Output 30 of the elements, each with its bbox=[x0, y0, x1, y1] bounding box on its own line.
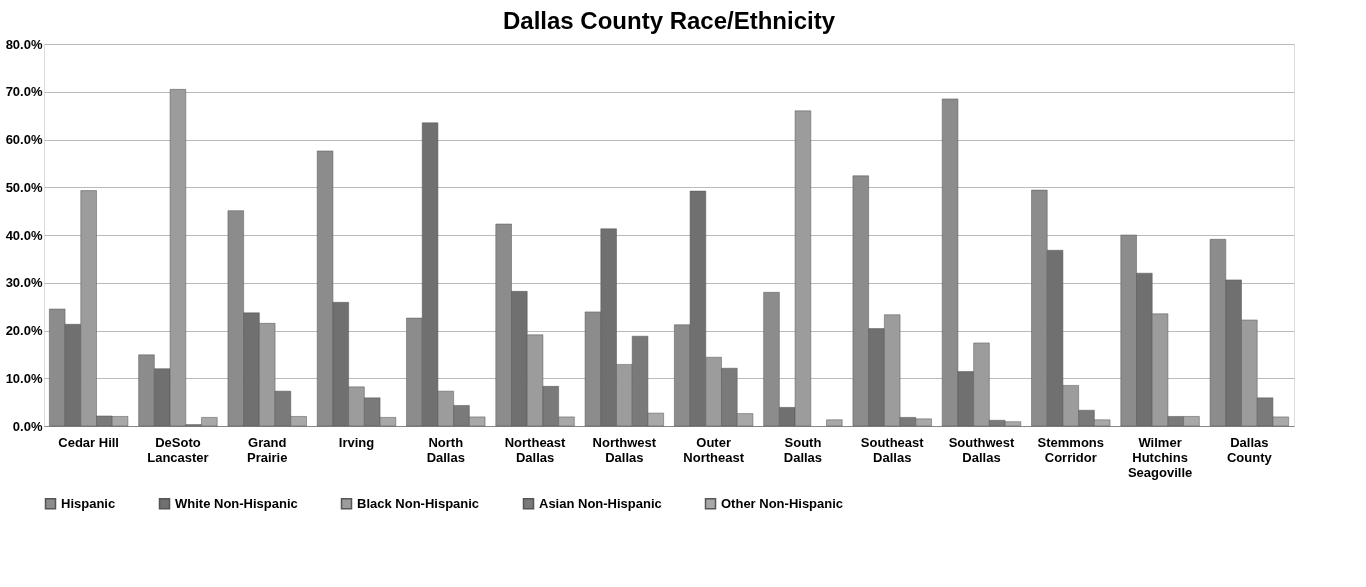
x-tick-label: Wilmer Hutchins Seagoville bbox=[1127, 434, 1193, 480]
x-tick-label: Outer Northeast bbox=[683, 434, 745, 465]
legend-label: Hispanic bbox=[61, 495, 116, 511]
chart-title: Dallas County Race/Ethnicity bbox=[502, 7, 836, 34]
x-tick-label: Southeast Dallas bbox=[860, 434, 925, 465]
legend-label: Asian Non-Hispanic bbox=[539, 495, 662, 511]
x-tick-label: Cedar Hill bbox=[58, 434, 119, 450]
x-tick-label: Southwest Dallas bbox=[948, 434, 1016, 465]
y-tick-label: 80.0% bbox=[5, 36, 43, 52]
x-tick-label: North Dallas bbox=[426, 434, 465, 465]
x-tick-label: Irving bbox=[338, 434, 375, 450]
y-tick-label: 30.0% bbox=[5, 275, 43, 291]
y-tick-label: 50.0% bbox=[5, 179, 43, 195]
y-tick-label: 40.0% bbox=[5, 227, 43, 243]
x-tick-label: Dallas County bbox=[1226, 434, 1273, 465]
x-tick-label: Stemmons Corridor bbox=[1037, 434, 1105, 465]
legend-label: Black Non-Hispanic bbox=[357, 495, 480, 511]
y-tick-label: 20.0% bbox=[5, 323, 43, 338]
legend-label: White Non-Hispanic bbox=[175, 495, 298, 511]
y-tick-label: 0.0% bbox=[12, 418, 43, 434]
x-tick-label: Northwest Dallas bbox=[592, 434, 657, 465]
legend-label: Other Non-Hispanic bbox=[721, 495, 844, 511]
y-tick-label: 70.0% bbox=[5, 84, 43, 100]
y-tick-label: 60.0% bbox=[5, 132, 43, 147]
x-tick-label: DeSoto Lancaster bbox=[147, 434, 209, 465]
x-tick-label: South Dallas bbox=[783, 434, 823, 465]
x-tick-label: Grand Prairie bbox=[246, 434, 288, 465]
y-tick-label: 10.0% bbox=[5, 370, 43, 386]
x-tick-label: Northeast Dallas bbox=[504, 434, 567, 465]
bar bbox=[826, 419, 843, 427]
